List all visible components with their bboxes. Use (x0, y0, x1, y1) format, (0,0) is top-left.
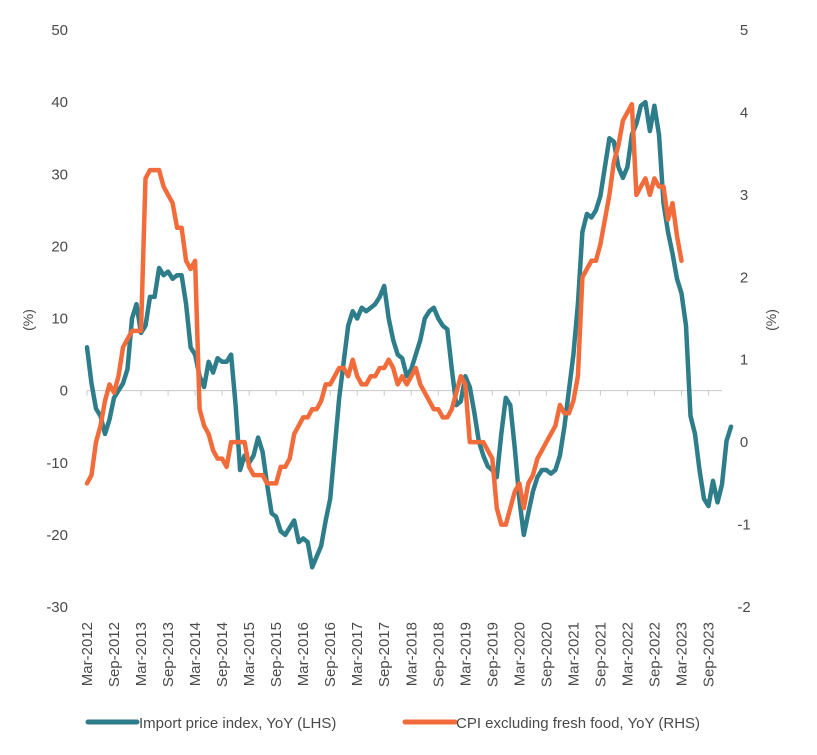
right-tick-label: -2 (737, 599, 750, 616)
x-tick-label: Sep-2013 (160, 622, 177, 687)
right-axis-ticks: 5 4 3 2 1 0 -1 -2 (737, 22, 750, 616)
right-tick-label: -1 (737, 517, 750, 534)
x-tick-label: Sep-2022 (646, 622, 663, 687)
x-tick-label: Mar-2023 (673, 622, 690, 686)
x-tick-label: Mar-2019 (457, 622, 474, 686)
x-tick-label: Mar-2015 (241, 622, 258, 686)
x-tick-label: Mar-2012 (79, 622, 96, 686)
import-price-series-line (84, 99, 734, 570)
right-tick-label: 4 (740, 104, 748, 121)
legend: Import price index, YoY (LHS) CPI exclud… (85, 715, 700, 732)
left-tick-label: 20 (51, 238, 68, 255)
left-tick-label: 0 (60, 383, 68, 400)
x-tick-label: Sep-2014 (214, 622, 231, 687)
left-tick-label: 50 (51, 22, 68, 39)
left-tick-label: -30 (46, 599, 68, 616)
series-lines (84, 99, 734, 570)
legend-label-cpi: CPI excluding fresh food, YoY (RHS) (456, 715, 700, 732)
right-tick-label: 3 (740, 187, 748, 204)
x-tick-label: Mar-2021 (565, 622, 582, 686)
x-tick-label: Mar-2018 (403, 622, 420, 686)
x-tick-label: Sep-2016 (322, 622, 339, 687)
left-axis-label: (%) (20, 309, 36, 331)
left-axis-ticks: 50 40 30 20 10 0 -10 -20 -30 (46, 22, 68, 616)
left-tick-label: 40 (51, 94, 68, 111)
x-tick-label: Mar-2017 (349, 622, 366, 686)
x-tick-label: Sep-2015 (268, 622, 285, 687)
right-axis-label: (%) (763, 309, 779, 331)
x-tick-label: Sep-2020 (538, 622, 555, 687)
x-tick-label: Sep-2012 (106, 622, 123, 687)
x-tick-label: Sep-2018 (430, 622, 447, 687)
left-tick-label: -20 (46, 527, 68, 544)
x-tick-label: Sep-2021 (592, 622, 609, 687)
right-tick-label: 1 (740, 352, 748, 369)
x-axis-ticks: Mar-2012 Sep-2012 Mar-2013 Sep-2013 Mar-2014… (79, 390, 717, 687)
legend-label-import: Import price index, YoY (LHS) (139, 715, 336, 732)
x-tick-label: Sep-2023 (700, 622, 717, 687)
right-tick-label: 5 (740, 22, 748, 39)
x-tick-label: Mar-2022 (619, 622, 636, 686)
x-tick-label: Mar-2014 (187, 622, 204, 686)
x-tick-label: Mar-2013 (133, 622, 150, 686)
x-tick-label: Sep-2017 (376, 622, 393, 687)
x-tick-label: Mar-2020 (511, 622, 528, 686)
left-tick-label: 30 (51, 166, 68, 183)
x-tick-label: Sep-2019 (484, 622, 501, 687)
x-tick-label: Mar-2016 (295, 622, 312, 686)
right-tick-label: 2 (740, 269, 748, 286)
left-tick-label: -10 (46, 455, 68, 472)
left-tick-label: 10 (51, 311, 68, 328)
right-tick-label: 0 (740, 434, 748, 451)
cpi-series-line (84, 101, 684, 527)
